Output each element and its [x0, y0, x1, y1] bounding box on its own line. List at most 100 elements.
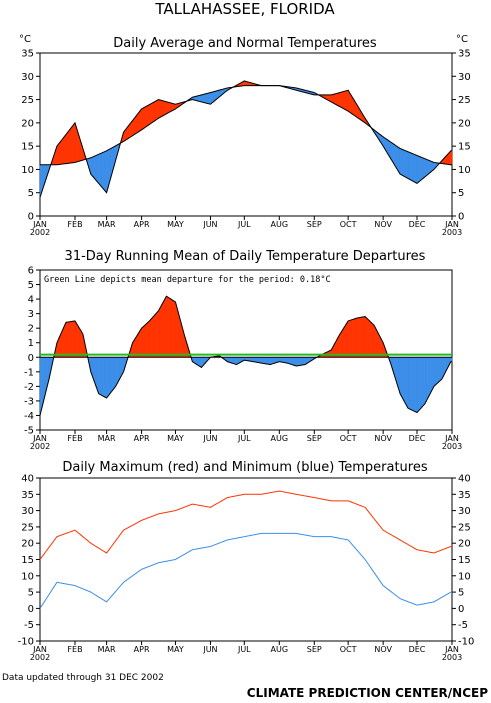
panel-1-xtick-label: OCT	[340, 220, 357, 229]
panel-1-xtick-label: FEB	[67, 220, 82, 229]
panel-3-ytick-label-right: 15	[458, 555, 471, 566]
panel-3-xtick-label: JUN	[202, 645, 217, 654]
panel-3-xtick-label: OCT	[340, 645, 357, 654]
panel-2-ytick-label: -3	[24, 396, 34, 407]
panel-3-xtick-label: FEB	[67, 645, 82, 654]
panel-3-ytick-label: 35	[21, 490, 34, 501]
panel-3-ytick-label-right: -5	[458, 620, 468, 631]
panel-1-xtick-label: AUG	[271, 220, 289, 229]
panel-3-xtick-label: AUG	[271, 645, 289, 654]
panel-3-xtick-label: 2003	[442, 653, 462, 662]
panel-1-ytick-label: 10	[21, 165, 34, 176]
panel-1-ytick-label-right: 35	[458, 49, 471, 60]
panel-2-xtick-label: DEC	[409, 434, 426, 443]
panel-2-xtick-label: MAR	[98, 434, 116, 443]
panel-2-ytick-label: 2	[28, 324, 34, 335]
panel-2-ytick-label: -1	[24, 367, 34, 378]
panel-3-ytick-label-right: 20	[458, 539, 471, 550]
panel-2-ytick-label: 3	[28, 309, 34, 320]
panel-2-xtick-label: OCT	[340, 434, 357, 443]
panel-3-xtick-label: JAN	[444, 645, 459, 654]
panel-2-ytick-label: 1	[28, 338, 34, 349]
panel-1-ytick-label-right: 5	[458, 188, 464, 199]
panel-3-ytick-label-right: 5	[458, 588, 464, 599]
panel-2-departure-line	[39, 295, 452, 416]
panel-1-xtick-label: JAN	[444, 220, 459, 229]
panel-1-ytick-label-right: 30	[458, 72, 471, 83]
panel-1-ylabel-right: °C	[456, 34, 468, 45]
panel-2-annotation: Green Line depicts mean departure for th…	[44, 275, 331, 285]
panel-3-ytick-label: -10	[18, 637, 34, 648]
panel-3-ytick-label: 10	[21, 571, 34, 582]
panel-3-max-line	[39, 490, 452, 560]
panel-1-normal-line	[40, 85, 452, 166]
panel-2-ytick-label: -4	[24, 411, 34, 422]
panel-1-ytick-label: 20	[21, 118, 34, 129]
panel-3-xtick-label: JAN	[32, 645, 47, 654]
panel-1: Daily Average and Normal Temperatures °C…	[19, 34, 471, 237]
panel-3-ytick-label: 0	[28, 604, 34, 615]
panel-3-xtick-label: SEP	[307, 645, 322, 654]
panel-1-xtick-label: DEC	[409, 220, 426, 229]
panel-3-xtick-label: NOV	[374, 645, 392, 654]
panel-3-ytick-label: 25	[21, 522, 34, 533]
panel-3-ytick-label: 5	[28, 588, 34, 599]
panel-2-ytick-label: 0	[28, 353, 34, 364]
panel-3-xtick-label: MAR	[98, 645, 116, 654]
panel-1-ytick-label: 5	[28, 188, 34, 199]
panel-2: 31-Day Running Mean of Daily Temperature…	[24, 249, 462, 451]
panel-1-xtick-label: NOV	[374, 220, 392, 229]
panel-2-xtick-label: MAY	[167, 434, 184, 443]
panel-1-xtick-label: JAN	[32, 220, 47, 229]
panel-3-ytick-label: 15	[21, 555, 34, 566]
panel-1-xtick-label: 2002	[30, 228, 50, 237]
panel-3-xtick-label: 2002	[30, 653, 50, 662]
panel-1-ytick-label: 30	[21, 72, 34, 83]
panel-2-plot-frame	[39, 269, 453, 431]
panel-3-ytick-label-right: 25	[458, 522, 471, 533]
source-credit: CLIMATE PREDICTION CENTER/NCEP	[247, 686, 488, 700]
panel-3-xtick-label: DEC	[409, 645, 426, 654]
panel-2-ytick-label: -5	[24, 426, 34, 437]
panel-1-xtick-label: MAY	[167, 220, 184, 229]
panel-3-ytick-label: 40	[21, 474, 34, 485]
panel-1-ytick-label-right: 0	[458, 212, 464, 223]
panel-1-ytick-label-right: 20	[458, 118, 471, 129]
panel-1-plot-frame	[39, 52, 453, 217]
panel-2-xtick-label: JUN	[202, 434, 217, 443]
panel-2-ytick-label: 5	[28, 280, 34, 291]
panel-2-xtick-label: JUL	[237, 434, 251, 443]
panel-1-xtick-label: JUN	[202, 220, 217, 229]
panel-2-xtick-label: APR	[134, 434, 150, 443]
panel-3-title: Daily Maximum (red) and Minimum (blue) T…	[62, 460, 427, 475]
panel-3-xtick-label: APR	[134, 645, 150, 654]
panel-1-ylabel-left: °C	[19, 34, 31, 45]
panel-3-ytick-label-right: 0	[458, 604, 464, 615]
panel-2-fill-segment	[450, 357, 453, 362]
panel-3-ytick-label-right: 10	[458, 571, 471, 582]
panel-1-ytick-label: 0	[28, 212, 34, 223]
panel-1-title: Daily Average and Normal Temperatures	[113, 36, 377, 51]
panel-2-xtick-label: AUG	[271, 434, 289, 443]
panel-1-ytick-label: 15	[21, 142, 34, 153]
panel-3-ytick-label: 30	[21, 506, 34, 517]
panel-2-ytick-label: 4	[28, 295, 34, 306]
panel-1-xtick-label: JUL	[237, 220, 251, 229]
panel-2-xtick-label: JAN	[32, 434, 47, 443]
panel-2-xtick-label: NOV	[374, 434, 392, 443]
panel-1-xtick-label: 2003	[442, 228, 462, 237]
panel-2-xtick-label: JAN	[444, 434, 459, 443]
panel-1-daily-line	[39, 80, 452, 198]
panel-3: Daily Maximum (red) and Minimum (blue) T…	[18, 460, 475, 662]
panel-3-plot-frame	[39, 477, 453, 642]
panel-3-xtick-label: JUL	[237, 645, 251, 654]
panel-1-xtick-label: SEP	[307, 220, 322, 229]
panel-1-ytick-label: 35	[21, 49, 34, 60]
panel-1-ytick-label: 25	[21, 95, 34, 106]
data-updated-note: Data updated through 31 DEC 2002	[2, 673, 164, 683]
panel-2-xtick-label: 2003	[442, 442, 462, 451]
panel-2-title: 31-Day Running Mean of Daily Temperature…	[65, 249, 426, 264]
panel-3-min-line	[39, 532, 452, 609]
panel-3-ytick-label: 20	[21, 539, 34, 550]
